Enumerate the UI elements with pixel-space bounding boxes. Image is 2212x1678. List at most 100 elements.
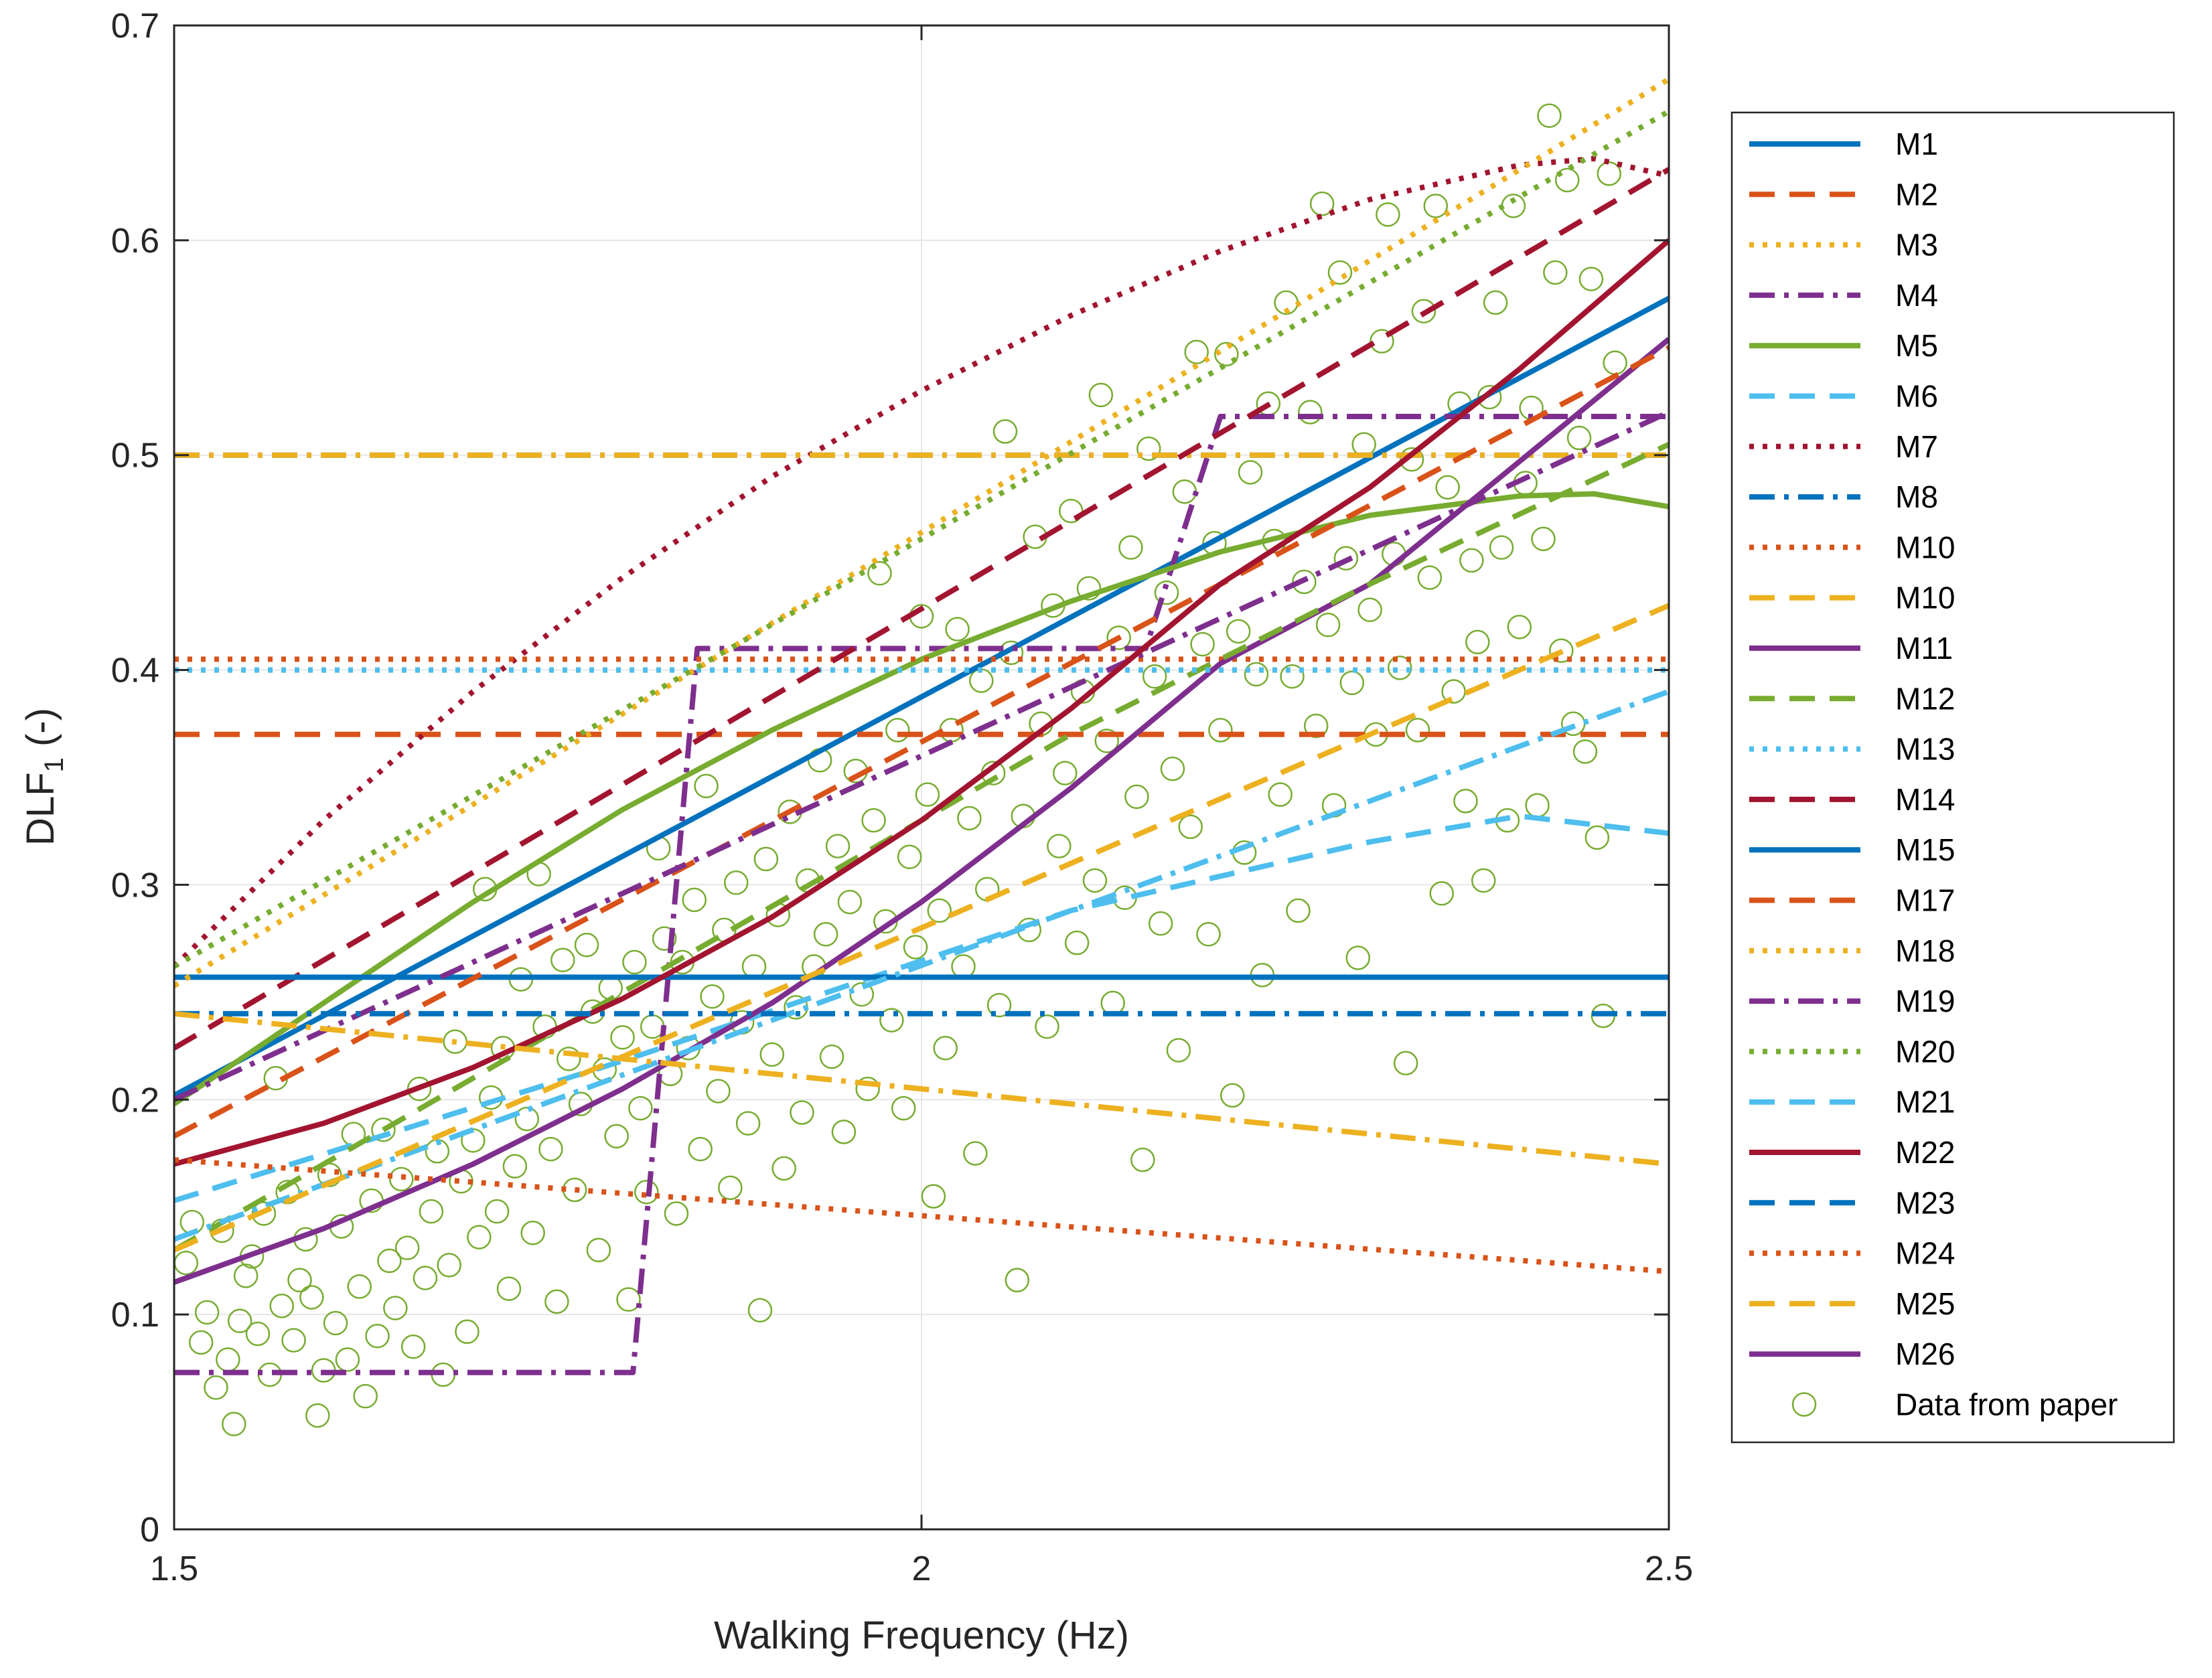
data-point xyxy=(514,1106,540,1132)
data-point xyxy=(1160,756,1185,781)
legend-box xyxy=(1730,111,2175,1444)
data-point xyxy=(1549,638,1574,663)
y-tick-label: 0.6 xyxy=(111,222,159,260)
data-point xyxy=(299,1285,324,1310)
data-point xyxy=(1136,436,1161,461)
y-axis-ticks: 0 0.1 0.2 0.3 0.4 0.5 0.6 0.7 xyxy=(111,7,1669,1549)
data-point xyxy=(628,1095,653,1121)
data-point xyxy=(921,1184,946,1209)
legend-label: M22 xyxy=(1895,1135,1955,1170)
data-point xyxy=(544,1289,569,1314)
data-point xyxy=(747,1298,773,1322)
data-point xyxy=(986,992,1012,1018)
data-point xyxy=(347,1274,372,1299)
data-point xyxy=(694,773,719,799)
data-point xyxy=(371,1117,396,1142)
data-point xyxy=(1178,814,1203,840)
legend-item: M14 xyxy=(1749,782,1955,817)
x-tick-label: 2.5 xyxy=(1645,1549,1693,1588)
legend-item: Data from paper xyxy=(1791,1387,2118,1422)
data-point xyxy=(1005,1268,1030,1293)
legend-label: M26 xyxy=(1895,1337,1955,1371)
data-point xyxy=(1453,789,1478,814)
legend: M1 M2 M3 M4 M5 M6 M7 M8 M10 M10 M11 M12 M13 M14 M15 M17… xyxy=(1730,111,2175,1444)
data-point xyxy=(753,846,779,872)
data-point xyxy=(1238,460,1263,485)
legend-item: M1 xyxy=(1749,127,1938,161)
legend-item: M10 xyxy=(1749,530,1955,564)
legend-item: M13 xyxy=(1749,732,1955,767)
data-point xyxy=(233,1264,259,1288)
data-point xyxy=(933,1036,958,1061)
y-tick-label: 0.4 xyxy=(111,652,159,690)
data-point xyxy=(927,898,952,923)
data-point xyxy=(885,718,910,743)
data-point xyxy=(1130,1147,1155,1172)
legend-label: M25 xyxy=(1895,1286,1955,1321)
data-point xyxy=(520,1220,545,1245)
y-tick-label: 0.2 xyxy=(111,1081,159,1120)
series-line-m6 xyxy=(174,813,1669,1203)
data-point xyxy=(891,1095,916,1121)
data-point xyxy=(897,844,922,869)
data-point xyxy=(813,921,838,947)
data-point xyxy=(664,1201,689,1226)
series-line-m11 xyxy=(174,337,1669,1285)
data-point xyxy=(634,1180,659,1205)
data-point xyxy=(538,1136,563,1162)
data-point xyxy=(879,1008,904,1033)
data-point xyxy=(484,1199,510,1224)
data-point xyxy=(1292,569,1317,595)
x-tick-label: 1.5 xyxy=(150,1549,198,1588)
data-point xyxy=(790,1100,814,1125)
legend-item: M10 xyxy=(1749,581,1955,615)
data-point xyxy=(622,949,647,975)
legend-item: M6 xyxy=(1749,379,1938,414)
data-point xyxy=(1376,202,1400,227)
series-line-m19 xyxy=(174,409,1669,1102)
data-point xyxy=(1315,612,1341,637)
data-point xyxy=(1303,713,1329,739)
data-point xyxy=(1429,881,1454,906)
series-line-m17 xyxy=(174,345,1669,1139)
data-point xyxy=(903,935,928,960)
data-point xyxy=(1058,498,1084,524)
series-line-m24 xyxy=(174,1157,1669,1274)
data-point xyxy=(867,560,892,586)
data-point xyxy=(496,1276,522,1301)
data-point xyxy=(413,1266,438,1290)
x-tick-label: 2 xyxy=(912,1549,932,1588)
data-point xyxy=(1405,718,1430,743)
legend-label: M18 xyxy=(1895,933,1955,968)
data-point xyxy=(281,1328,306,1353)
data-point xyxy=(1531,526,1556,552)
data-point xyxy=(1088,382,1114,408)
data-point xyxy=(1387,656,1412,680)
data-point xyxy=(718,1175,743,1201)
data-point xyxy=(819,1044,844,1069)
data-point xyxy=(1345,945,1370,970)
data-point xyxy=(188,1330,214,1355)
data-point xyxy=(1298,400,1323,425)
data-point xyxy=(1584,825,1610,850)
data-point xyxy=(305,1403,330,1428)
legend-item: M19 xyxy=(1749,984,1955,1018)
data-point xyxy=(610,1024,635,1050)
legend-item: M5 xyxy=(1749,328,1938,363)
data-point xyxy=(437,1253,461,1278)
series-line-m25 xyxy=(174,1010,1669,1167)
data-point xyxy=(467,1225,492,1249)
data-point xyxy=(222,1412,246,1437)
y-axis-label-subscript: 1 xyxy=(40,757,69,772)
data-point xyxy=(1435,475,1460,500)
legend-label: Data from paper xyxy=(1895,1387,2118,1422)
legend-label: M7 xyxy=(1895,429,1938,464)
legend-label: M2 xyxy=(1895,177,1938,212)
legend-item: M25 xyxy=(1749,1286,1955,1321)
legend-item: M18 xyxy=(1749,933,1955,968)
data-point xyxy=(1106,625,1131,650)
data-point xyxy=(1597,161,1621,186)
data-point xyxy=(389,1166,414,1192)
line-series xyxy=(174,76,1669,1375)
